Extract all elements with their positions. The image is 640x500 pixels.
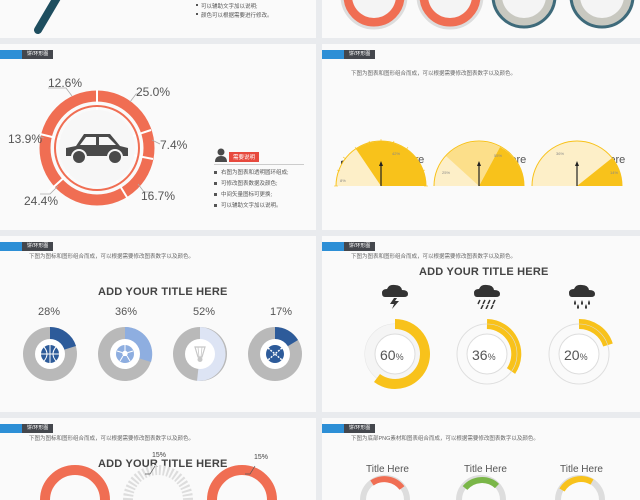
legend-item: 可以辅助文字加以说明。 [214, 201, 289, 209]
slide-subtitle: 下图为底部PNG素材和图表组合而成，可以根据需要修改图表数字以及颜色。 [351, 436, 539, 442]
donut-2 [456, 319, 522, 385]
legend-item: 右图为图表和透明圆环组成; [214, 168, 289, 176]
gauge-2: 25% 55% [433, 140, 525, 187]
section-heading: ADD YOUR TITLE HERE [419, 266, 549, 278]
percent-label: 13.9% [8, 132, 43, 146]
slide-7[interactable]: 饼/环形图 下图为图标和图形组合而成，可以根据需要修改图表数字以及颜色。 ADD… [0, 418, 316, 500]
slide-8[interactable]: 饼/环形图 下图为底部PNG素材和图表组合而成，可以根据需要修改图表数字以及颜色… [322, 418, 640, 500]
slide-tag: 饼/环形图 [322, 50, 376, 59]
gauge-3: 36% 14% [531, 140, 623, 187]
slide-tag: 饼/环形图 [0, 424, 54, 433]
item-title: Title Here [464, 464, 507, 475]
percent-label: 16.7% [141, 189, 176, 203]
legend-title: 需要说明 [229, 152, 260, 162]
gauge-charts: 8% 42% 25% 55% 36% 14% [334, 139, 623, 187]
gauge-value: 8% [340, 178, 346, 183]
person-icon [215, 148, 227, 162]
slide-tag: 饼/环形图 [322, 424, 376, 433]
slide-tag: 饼/环形图 [322, 242, 376, 251]
percent-label: 17% [270, 306, 293, 318]
percent-label: 36% [115, 306, 138, 318]
sports-donuts [23, 326, 302, 382]
slide-subtitle: 下图为图标和图形组合而成，可以根据需要修改图表数字以及颜色。 [29, 436, 195, 442]
legend-item: 可修改图表数据及颜色; [214, 179, 289, 187]
storm-cloud-icon [382, 284, 408, 309]
gauge-value: 42% [392, 151, 400, 156]
section-heading: ADD YOUR TITLE HERE [98, 458, 228, 470]
note-2: 颜色可以根据需要进行修改。 [201, 13, 273, 19]
slide-subtitle: 下图为图表和图形组合而成，可以根据需要修改图表数字以及颜色。 [351, 254, 517, 260]
cropped-donuts [40, 465, 277, 500]
item-title: Title Here [366, 464, 409, 475]
legend-item: 中间矢量图标可更换; [214, 190, 289, 198]
cropped-rings [360, 475, 605, 500]
percent-label: 28% [38, 306, 61, 318]
percent-label: 25.0% [136, 85, 171, 99]
weather-donuts [364, 318, 613, 389]
gauge-1: 8% 42% [334, 139, 428, 187]
baseball-icon [266, 345, 284, 363]
donut-3 [548, 318, 613, 385]
percent-label: 15% [254, 454, 269, 461]
slide-subtitle: 下图为图标和图形组合而成，可以根据需要修改图表数字以及颜色。 [29, 254, 195, 260]
slide-tag: 饼/环形图 [0, 50, 54, 59]
percent-label: 15% [152, 452, 167, 459]
percent-label: 12.6% [48, 76, 83, 90]
gauge-value: 55% [494, 153, 502, 158]
percent-label: 52% [193, 306, 216, 318]
decorative-stroke [34, 0, 61, 34]
basketball-icon [41, 345, 59, 363]
soccer-ball-icon [116, 345, 134, 363]
slide-5[interactable]: 饼/环形图 下图为图标和图形组合而成，可以根据需要修改图表数字以及颜色。 ADD… [0, 236, 316, 412]
percent-label: 24.4% [24, 194, 59, 208]
donut-value: 20% [564, 347, 588, 363]
gauge-value: 14% [610, 170, 618, 175]
slide-2[interactable] [322, 0, 640, 38]
slide-4[interactable]: 饼/环形图 下图为图表和图形组合而成，可以根据需要修改图表数字以及颜色。 Tit… [322, 44, 640, 230]
item-title: Title Here [560, 464, 603, 475]
slide-6[interactable]: 饼/环形图 下图为图表和图形组合而成，可以根据需要修改图表数字以及颜色。 ADD… [322, 236, 640, 412]
bullet [196, 13, 198, 15]
slide-tag: 饼/环形图 [0, 242, 54, 251]
heavy-rain-cloud-icon [569, 284, 595, 309]
slide-subtitle: 下图为图表和图形组合而成，可以根据需要修改图表数字以及颜色。 [351, 71, 517, 77]
slide-1[interactable]: 可以辅助文字加以说明; 颜色可以根据需要进行修改。 [0, 0, 316, 38]
section-heading: ADD YOUR TITLE HERE [98, 286, 228, 298]
gauge-value: 36% [556, 151, 564, 156]
donut-1 [364, 319, 430, 389]
donut-3 [173, 327, 227, 382]
donut-value: 36% [472, 347, 496, 363]
gauge-value: 25% [442, 170, 450, 175]
note-1: 可以辅助文字加以说明; [201, 4, 258, 10]
cropped-rings [340, 0, 635, 30]
slide-3[interactable]: 饼/环形图 12.6% 25.0% 7.4% [0, 44, 316, 230]
bullet [196, 4, 198, 6]
legend-list: 右图为图表和透明圆环组成; 可修改图表数据及颜色; 中间矢量图标可更换; 可以辅… [214, 168, 289, 209]
badminton-icon [194, 346, 206, 362]
donut-value: 60% [380, 347, 404, 363]
legend-divider [214, 164, 304, 165]
rain-cloud-icon [474, 284, 500, 309]
percent-label: 7.4% [160, 138, 188, 152]
car-icon [66, 134, 128, 165]
